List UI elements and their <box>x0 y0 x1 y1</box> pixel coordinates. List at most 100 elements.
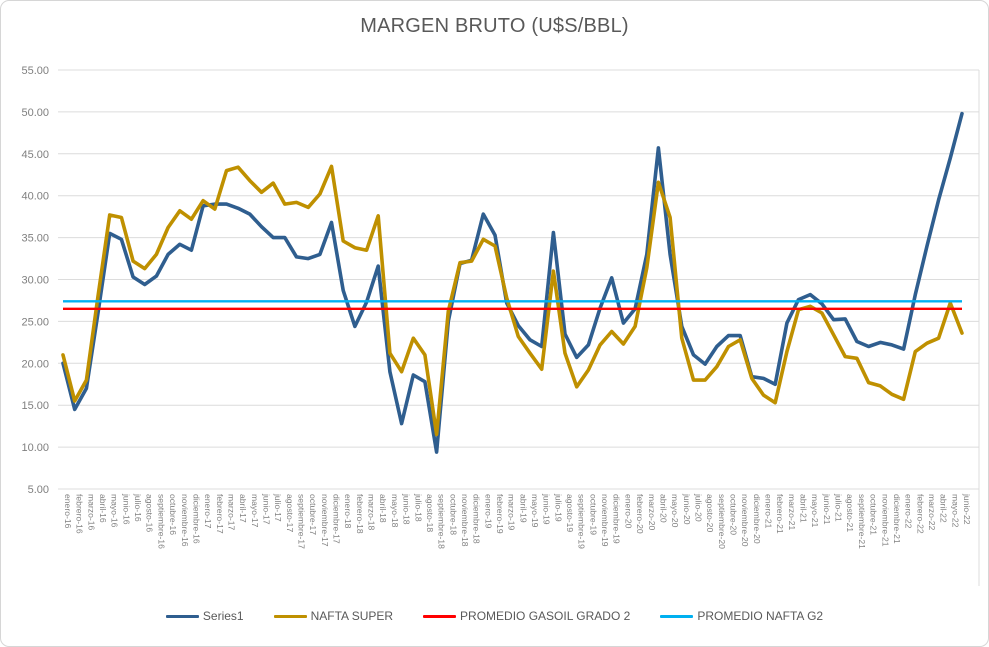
x-tick-label: abril-17 <box>238 494 248 523</box>
x-tick-label: mayo-18 <box>390 494 400 528</box>
x-tick-label: octubre-21 <box>869 494 879 535</box>
x-tick-label: diciembre-17 <box>332 494 342 544</box>
legend-label: Series1 <box>202 609 244 623</box>
y-tick-label: 20.00 <box>21 358 49 370</box>
x-tick-label: febrero-17 <box>215 494 225 534</box>
x-tick-label: mayo-19 <box>530 494 540 528</box>
series-line-series1 <box>61 111 964 454</box>
x-tick-label: agosto-20 <box>705 494 715 532</box>
x-tick-label: marzo-21 <box>787 494 797 531</box>
x-tick-label: mayo-17 <box>250 494 260 528</box>
x-tick-label: noviembre-20 <box>740 494 750 547</box>
legend-swatch <box>423 614 457 618</box>
y-tick-label: 35.00 <box>21 233 49 245</box>
x-tick-label: septiembre-19 <box>577 494 587 549</box>
x-tick-label: febrero-18 <box>355 494 365 534</box>
x-tick-label: noviembre-21 <box>880 494 890 547</box>
y-tick-label: 5.00 <box>28 484 49 496</box>
legend-label: NAFTA SUPER <box>310 609 394 623</box>
legend-item-promedio-gasoil-grado-2[interactable]: PROMEDIO GASOIL GRADO 2 <box>423 609 630 623</box>
x-tick-label: septiembre-20 <box>717 494 727 549</box>
x-tick-label: noviembre-19 <box>600 494 610 547</box>
x-tick-label: abril-22 <box>939 494 949 523</box>
legend-swatch <box>273 614 307 618</box>
x-tick-label: abril-19 <box>518 494 528 523</box>
x-tick-label: marzo-16 <box>86 494 96 531</box>
x-tick-label: julio-18 <box>413 493 423 522</box>
x-tick-label: marzo-17 <box>226 494 236 531</box>
x-tick-label: enero-16 <box>63 494 73 529</box>
x-tick-label: julio-16 <box>133 493 143 522</box>
x-tick-label: febrero-20 <box>635 494 645 534</box>
x-tick-label: mayo-16 <box>110 494 120 528</box>
x-tick-label: febrero-16 <box>75 494 85 534</box>
x-tick-label: enero-22 <box>904 494 914 529</box>
x-tick-label: abril-21 <box>799 494 809 523</box>
x-tick-label: septiembre-18 <box>437 494 447 549</box>
x-tick-label: septiembre-16 <box>156 494 166 549</box>
y-tick-label: 45.00 <box>21 149 49 161</box>
x-tick-label: agosto-17 <box>285 494 295 532</box>
legend-item-promedio-nafta-g2[interactable]: PROMEDIO NAFTA G2 <box>660 609 823 623</box>
x-tick-label: noviembre-18 <box>460 494 470 547</box>
x-tick-label: julio-17 <box>273 493 283 522</box>
x-tick-label: octubre-19 <box>588 494 598 535</box>
x-tick-label: agosto-19 <box>565 494 575 532</box>
x-tick-label: julio-20 <box>693 493 703 522</box>
x-tick-label: diciembre-16 <box>191 494 201 544</box>
x-tick-label: julio-21 <box>834 493 844 522</box>
x-tick-label: octubre-18 <box>448 494 458 535</box>
x-tick-label: enero-19 <box>483 494 493 529</box>
x-tick-label: mayo-22 <box>950 494 960 528</box>
legend-label: PROMEDIO GASOIL GRADO 2 <box>460 609 631 623</box>
x-tick-label: enero-21 <box>764 494 774 529</box>
y-tick-label: 25.00 <box>21 316 49 328</box>
y-tick-label: 10.00 <box>21 442 49 454</box>
x-tick-label: abril-16 <box>98 494 108 523</box>
x-tick-label: enero-17 <box>203 494 213 529</box>
legend-swatch <box>660 614 694 618</box>
x-tick-label: diciembre-21 <box>892 494 902 544</box>
x-tick-label: junio-22 <box>962 493 972 525</box>
series-line-nafta-super <box>61 164 964 437</box>
x-tick-label: octubre-16 <box>168 494 178 535</box>
x-tick-label: junio-16 <box>121 493 131 525</box>
x-tick-label: diciembre-20 <box>752 494 762 544</box>
x-tick-label: agosto-21 <box>845 494 855 532</box>
y-tick-label: 55.00 <box>21 65 49 77</box>
x-tick-label: mayo-21 <box>810 494 820 528</box>
x-tick-label: noviembre-16 <box>180 494 190 547</box>
y-tick-label: 50.00 <box>21 107 49 119</box>
x-tick-label: agosto-18 <box>425 494 435 532</box>
x-tick-label: abril-20 <box>658 494 668 523</box>
x-tick-label: junio-21 <box>822 493 832 525</box>
x-tick-label: febrero-22 <box>915 494 925 534</box>
chart-svg: 5.00 10.00 15.00 20.00 25.00 30.00 35.00 40.00 4… <box>21 65 980 586</box>
x-tick-label: marzo-22 <box>927 494 937 531</box>
x-tick-label: julio-19 <box>553 493 563 522</box>
chart-legend: Series1 NAFTA SUPER PROMEDIO GASOIL GRADO … <box>1 599 988 633</box>
y-tick-label: 40.00 <box>21 191 49 203</box>
legend-item-nafta-super[interactable]: NAFTA SUPER <box>273 609 394 623</box>
x-tick-label: agosto-16 <box>145 494 155 532</box>
x-tick-label: febrero-21 <box>775 494 785 534</box>
legend-label: PROMEDIO NAFTA G2 <box>697 609 824 623</box>
x-tick-label: octubre-17 <box>308 494 318 535</box>
legend-item-series1[interactable]: Series1 <box>165 609 244 623</box>
x-tick-label: diciembre-18 <box>472 494 482 544</box>
x-tick-label: mayo-20 <box>670 494 680 528</box>
x-tick-label: septiembre-21 <box>857 494 867 549</box>
y-tick-label: 30.00 <box>21 275 49 287</box>
x-tick-label: abril-18 <box>378 494 388 523</box>
x-tick-label: junio-19 <box>542 493 552 525</box>
x-tick-label: marzo-18 <box>367 494 377 531</box>
x-tick-label: diciembre-19 <box>612 494 622 544</box>
x-tick-label: marzo-19 <box>507 494 517 531</box>
x-tick-label: octubre-20 <box>728 494 738 535</box>
x-tick-label: junio-18 <box>402 493 412 525</box>
chart-title: MARGEN BRUTO (U$S/BBL) <box>360 15 629 37</box>
x-tick-label: septiembre-17 <box>297 494 307 549</box>
x-tick-label: febrero-19 <box>495 494 505 534</box>
x-tick-label: junio-17 <box>261 493 271 525</box>
